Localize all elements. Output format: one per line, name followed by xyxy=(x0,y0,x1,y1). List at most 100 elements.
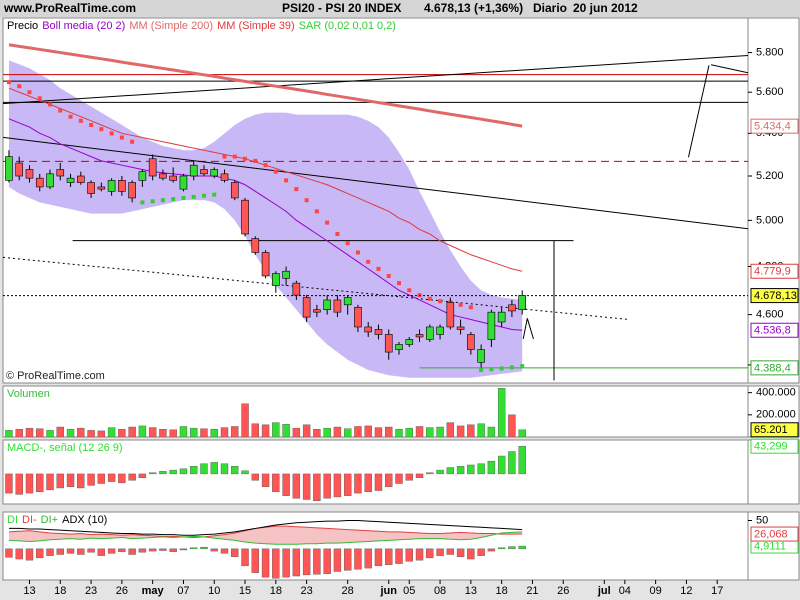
x-tick-label: 08 xyxy=(434,585,446,597)
candle-body xyxy=(87,182,95,194)
bar xyxy=(395,429,403,437)
bar xyxy=(210,429,218,437)
bar xyxy=(46,430,54,437)
sar-dot xyxy=(37,96,42,101)
bar xyxy=(128,548,136,555)
value-label-box xyxy=(750,360,799,376)
bar xyxy=(374,427,383,437)
bar xyxy=(272,422,280,437)
x-tick-label: 10 xyxy=(208,585,220,597)
bar xyxy=(200,463,208,475)
candle-body xyxy=(148,158,157,177)
value-label: 4.678,13 xyxy=(754,290,797,302)
bar xyxy=(487,426,496,437)
candle-body xyxy=(364,326,373,333)
y-tick-label: 5.000 xyxy=(756,214,784,226)
candle-body xyxy=(159,173,167,179)
bar xyxy=(343,473,352,496)
bar xyxy=(354,426,362,437)
x-tick-label: may xyxy=(142,585,165,597)
bar xyxy=(343,548,352,571)
period: Diario xyxy=(533,1,567,15)
bar xyxy=(426,548,434,559)
bar xyxy=(261,473,270,487)
bar xyxy=(415,473,424,478)
bar xyxy=(107,548,116,554)
x-tick-label: 18 xyxy=(270,585,282,597)
candle-body xyxy=(35,177,44,188)
sar-dot xyxy=(489,367,494,372)
bar xyxy=(148,548,157,552)
bar xyxy=(282,548,290,578)
bar xyxy=(477,548,485,556)
bar xyxy=(302,473,311,500)
sar-dot xyxy=(58,108,63,113)
bar xyxy=(333,426,342,437)
value-label-box xyxy=(750,322,799,338)
sar-dot xyxy=(366,259,371,264)
x-tick-label: jun xyxy=(379,585,397,597)
sar-dot xyxy=(397,281,402,286)
candle-body xyxy=(415,334,424,338)
sar-dot xyxy=(119,135,124,140)
bar xyxy=(220,463,229,475)
candle-body xyxy=(261,252,270,277)
sar-dot xyxy=(263,163,268,168)
bar xyxy=(97,430,106,437)
bar xyxy=(241,403,249,437)
candle-body xyxy=(497,311,506,323)
header-bar xyxy=(0,0,800,17)
bar xyxy=(210,462,218,475)
legend-entry: MM (Simple 200) xyxy=(129,20,213,32)
candle-body xyxy=(169,175,177,181)
y-tick-label: 5.800 xyxy=(756,46,784,58)
bar xyxy=(241,548,249,567)
trend-line xyxy=(710,64,748,74)
value-label-box xyxy=(750,438,799,454)
bar xyxy=(159,548,167,551)
x-tick-label: 17 xyxy=(711,585,723,597)
bar xyxy=(467,424,475,437)
x-tick-label: 18 xyxy=(54,585,66,597)
bar xyxy=(36,473,44,493)
bar xyxy=(395,473,403,484)
bar xyxy=(118,473,126,484)
bar xyxy=(395,548,403,564)
x-tick-label: 26 xyxy=(116,585,128,597)
candle-body xyxy=(56,169,65,177)
bar xyxy=(446,467,455,475)
sar-dot xyxy=(99,127,104,132)
value-label-box xyxy=(750,118,799,134)
bar xyxy=(5,430,13,437)
bar xyxy=(179,548,188,551)
candle-body xyxy=(97,186,106,190)
bar xyxy=(231,548,239,557)
bar xyxy=(497,388,506,437)
sar-dot xyxy=(520,364,525,369)
legend-entry: DI+ xyxy=(41,514,58,526)
bar xyxy=(25,548,34,561)
candle-body xyxy=(508,304,516,312)
bar xyxy=(138,425,147,437)
candle-body xyxy=(107,180,116,192)
x-tick-label: 09 xyxy=(649,585,661,597)
x-tick-label: jul xyxy=(597,585,611,597)
candle-body xyxy=(282,270,290,279)
bar xyxy=(364,473,372,493)
x-tick-label: 07 xyxy=(177,585,189,597)
bar xyxy=(272,473,280,493)
sar-dot xyxy=(140,200,145,205)
sar-dot xyxy=(376,266,381,271)
candle-body xyxy=(313,309,321,313)
bar xyxy=(118,429,126,437)
value-label: 4.388,4 xyxy=(754,362,791,374)
x-tick-label: 26 xyxy=(557,585,569,597)
sar-dot xyxy=(6,80,11,85)
bar xyxy=(15,548,23,560)
bar xyxy=(385,548,393,565)
bar xyxy=(292,427,301,437)
bar xyxy=(261,548,270,578)
bar xyxy=(508,546,516,550)
sar-dot xyxy=(407,288,412,293)
